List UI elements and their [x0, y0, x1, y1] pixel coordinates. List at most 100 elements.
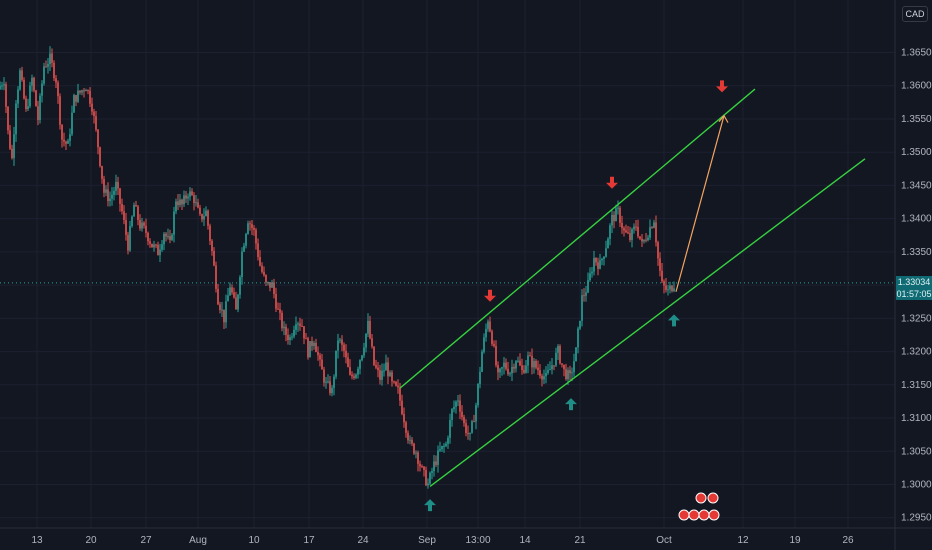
candle-body [589, 273, 591, 281]
candle-body [617, 207, 619, 209]
candle-body [321, 359, 323, 370]
candle-body [449, 419, 451, 438]
candle-body [25, 98, 27, 110]
candle-body [487, 321, 489, 329]
candle-body [663, 281, 665, 286]
candle-body [287, 334, 289, 341]
candle-body [301, 325, 303, 327]
candle-body [619, 207, 621, 223]
candle-body [65, 141, 67, 144]
candle-body [115, 181, 117, 191]
candle-body [109, 198, 111, 202]
candle-body [43, 66, 45, 84]
candle-body [197, 202, 199, 208]
candle-body [303, 326, 305, 339]
candle-body [667, 289, 669, 291]
candle-body [123, 211, 125, 221]
y-tick-label: 1.33500 [901, 247, 932, 258]
candle-body [493, 343, 495, 347]
candle-body [133, 205, 135, 217]
candle-body [361, 355, 363, 361]
candle-body [271, 282, 273, 288]
candle-body [517, 360, 519, 362]
candle-body [147, 232, 149, 242]
candle-body [241, 251, 243, 278]
candle-body [9, 130, 11, 149]
candle-body [79, 90, 81, 93]
candle-body [11, 148, 13, 159]
candle-body [457, 400, 459, 402]
x-tick-label: 17 [303, 535, 315, 546]
candle-body [597, 262, 599, 269]
candle-body [349, 367, 351, 375]
currency-badge[interactable]: CAD [902, 6, 928, 22]
candle-body [177, 201, 179, 206]
candle-body [473, 421, 475, 423]
candle-body [325, 381, 327, 383]
candle-body [295, 324, 297, 330]
candle-body [315, 342, 317, 353]
candle-body [613, 214, 615, 222]
candle-body [391, 372, 393, 382]
candle-body [211, 240, 213, 252]
candle-body [33, 77, 35, 91]
candle-body [461, 411, 463, 417]
candle-body [105, 189, 107, 193]
candle-body [135, 205, 137, 207]
candle-body [621, 222, 623, 229]
candle-body [357, 368, 359, 375]
candle-body [451, 409, 453, 420]
candle-body [1, 85, 3, 87]
candle-body [485, 328, 487, 338]
candle-body [169, 236, 171, 240]
candle-body [629, 233, 631, 240]
y-tick-label: 1.36000 [901, 81, 932, 92]
x-tick-label: 10 [248, 535, 260, 546]
candle-body [653, 222, 655, 228]
candle-body [89, 90, 91, 104]
y-tick-label: 1.34000 [901, 214, 932, 225]
buy-arrow-icon [668, 314, 680, 327]
candle-body [605, 248, 607, 257]
candle-body [661, 270, 663, 282]
x-tick-label: Aug [189, 535, 207, 546]
candle-body [401, 400, 403, 415]
candle-body [545, 372, 547, 377]
candle-body [489, 321, 491, 332]
candle-body [285, 326, 287, 335]
buy-arrow-icon [565, 398, 577, 411]
candle-body [81, 90, 83, 93]
candle-body [541, 375, 543, 380]
candle-body [657, 242, 659, 259]
candle-body [45, 66, 47, 68]
candle-body [153, 244, 155, 248]
candle-body [453, 406, 455, 410]
candle-body [577, 328, 579, 348]
event-badge-icon [688, 509, 700, 521]
candle-body [75, 95, 77, 102]
candle-body [561, 363, 563, 365]
candle-body [313, 342, 315, 346]
candle-body [327, 381, 329, 383]
candle-body [483, 337, 485, 352]
candle-body [201, 214, 203, 220]
candle-body [567, 370, 569, 380]
y-tick-label: 1.29500 [901, 513, 932, 524]
candle-body [423, 466, 425, 470]
candle-body [137, 206, 139, 220]
projection-arrowhead [718, 114, 729, 123]
time-axis[interactable]: 13 20 27 Aug 10 17 24 Sep 13:00 14 21 Oct 12 19 26 [31, 535, 854, 546]
candle-body [255, 229, 257, 244]
candle-body [223, 309, 225, 323]
candle-body [113, 190, 115, 195]
x-tick-label: 12 [737, 535, 749, 546]
candle-body [417, 452, 419, 464]
candle-body [535, 360, 537, 368]
candle-body [463, 416, 465, 424]
candle-body [203, 216, 205, 220]
event-badge-icon [707, 492, 719, 504]
candle-body [359, 360, 361, 369]
candle-body [231, 287, 233, 293]
candle-body [585, 292, 587, 296]
